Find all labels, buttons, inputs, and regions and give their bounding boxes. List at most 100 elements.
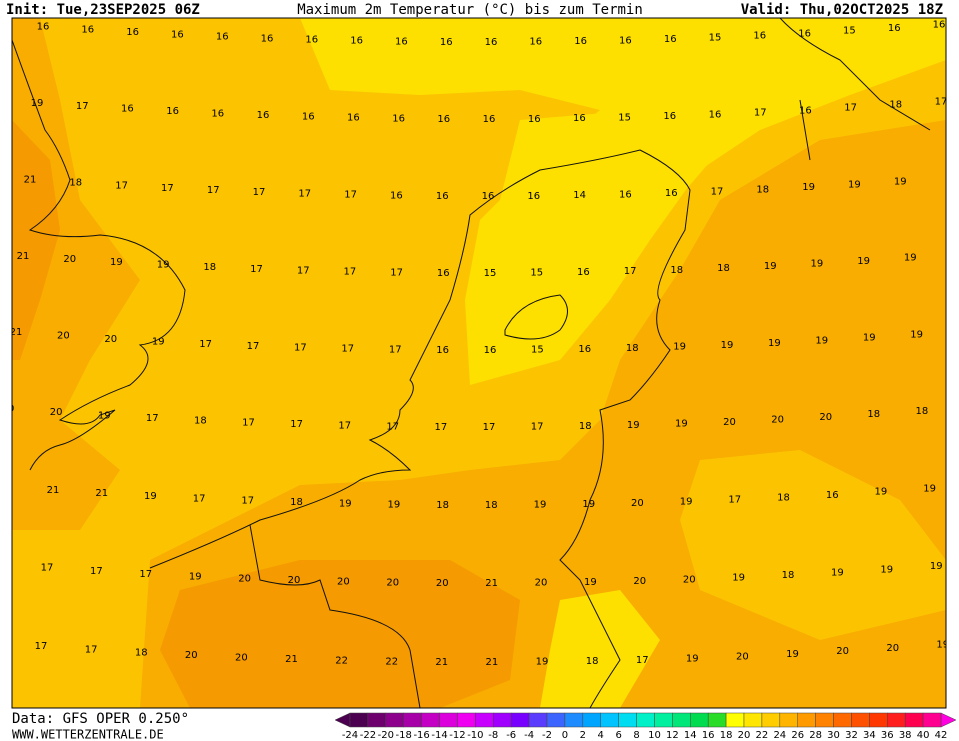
temperature-label: 17 (341, 344, 354, 355)
temperature-label: 20 (736, 651, 749, 662)
temperature-label: 17 (344, 190, 357, 201)
temperature-label: 16 (709, 109, 722, 120)
legend-label: 4 (598, 730, 604, 741)
temperature-label: 16 (826, 490, 839, 501)
temperature-label: 20 (337, 576, 350, 587)
temperature-label: 19 (815, 335, 828, 346)
temperature-label: 16 (529, 37, 542, 48)
temperature-label: 19 (923, 483, 936, 494)
temperature-label: 19 (686, 653, 699, 664)
temperature-label: 20 (185, 650, 198, 661)
temperature-label: 16 (574, 36, 587, 47)
temperature-label: 16 (436, 345, 449, 356)
legend-swatch (349, 712, 369, 728)
temperature-label: 17 (435, 422, 448, 433)
temperature-label: 19 (31, 98, 44, 109)
temperature-label: 18 (203, 262, 216, 273)
temperature-label: 19 (584, 577, 597, 588)
map-labels: 16 16 16 16 16 16 16 16 16 16 16 16 16 16 16 15 16 16 15 16… (10, 20, 948, 668)
temperature-label: 15 (843, 26, 856, 37)
legend-label: 40 (917, 730, 930, 741)
temperature-label: 21 (10, 327, 23, 338)
temperature-label: 20 (50, 407, 63, 418)
legend-swatch (672, 712, 691, 728)
temperature-label: 19 (732, 572, 745, 583)
temperature-label: 16 (578, 344, 591, 355)
temperature-label: 21 (285, 654, 298, 665)
temperature-label: 19 (534, 500, 547, 511)
temperature-label: 16 (257, 110, 270, 121)
legend-swatch (385, 712, 404, 728)
temperature-label: 19 (582, 499, 595, 510)
temperature-label: 17 (250, 264, 263, 275)
legend-swatch (654, 712, 673, 728)
map (11, 17, 947, 709)
temperature-label: 17 (298, 188, 311, 199)
temperature-label: 21 (95, 488, 108, 499)
legend-label: -18 (396, 730, 412, 741)
legend-label: -4 (524, 730, 534, 741)
temperature-label: 16 (81, 24, 94, 35)
temperature-label: 20 (238, 573, 251, 584)
legend-label: 10 (648, 730, 661, 741)
temperature-label: 14 (573, 190, 586, 201)
legend-swatch (367, 712, 387, 728)
legend-swatch (833, 712, 852, 728)
temperature-label: 16 (799, 105, 812, 116)
temperature-label: 16 (305, 35, 318, 46)
border (249, 524, 421, 708)
temperature-label: 17 (146, 413, 159, 424)
legend-label: -22 (360, 730, 376, 741)
temperature-label: 17 (199, 339, 212, 350)
temp-zone-yellow (540, 590, 660, 708)
legend-label: -2 (542, 730, 552, 741)
temperature-label: 16 (392, 113, 405, 124)
legend-swatch (904, 712, 924, 728)
temperature-label: 16 (347, 113, 360, 124)
temperature-label: 17 (297, 265, 310, 276)
temperature-label: 19 (536, 657, 549, 668)
temperature-label: 18 (782, 570, 795, 581)
valid-time: Valid: Thu,02OCT2025 18Z (741, 2, 943, 18)
legend-swatch (564, 712, 584, 728)
legend-label: 36 (881, 730, 894, 741)
temperature-label: 21 (47, 485, 60, 496)
temperature-label: 15 (709, 32, 722, 43)
temperature-label: 18 (670, 265, 683, 276)
temperature-label: 17 (935, 96, 948, 107)
legend-label: 16 (702, 730, 715, 741)
legend-label: 22 (756, 730, 769, 741)
legend-swatch (707, 712, 727, 728)
legend-label: -20 (378, 730, 394, 741)
temperature-label: 19 (675, 419, 688, 430)
temperature-label: 22 (335, 655, 348, 666)
legend-label: 32 (845, 730, 858, 741)
temperature-label: 16 (395, 36, 408, 47)
temperature-label: 20 (57, 331, 70, 342)
temperature-label: 17 (115, 180, 128, 191)
temperature-label: 17 (754, 108, 767, 119)
temperature-label: 17 (711, 186, 724, 197)
temperature-label: 16 (126, 27, 139, 38)
temperature-label: 19 (880, 564, 893, 575)
temperature-label: 16 (484, 345, 497, 356)
temperature-label: 19 (831, 567, 844, 578)
temperature-label: 16 (437, 114, 450, 125)
temperature-label: 18 (290, 497, 303, 508)
coastline (779, 18, 931, 161)
temperature-label: 22 (385, 656, 398, 667)
temperature-label: 16 (216, 32, 229, 43)
temperature-label: 18 (867, 409, 880, 420)
temperature-label: 17 (85, 645, 98, 656)
temperature-label: 17 (728, 495, 741, 506)
temperature-label: 16 (619, 189, 632, 200)
legend-label: 38 (899, 730, 912, 741)
temperature-label: 16 (798, 28, 811, 39)
temperature-label: 19 (721, 340, 734, 351)
temperature-label: 20 (235, 652, 248, 663)
temperature-label: 16 (753, 31, 766, 42)
temperature-label: 16 (437, 268, 450, 279)
temperature-label: 20 (288, 575, 301, 586)
temperature-label: 18 (717, 263, 730, 274)
